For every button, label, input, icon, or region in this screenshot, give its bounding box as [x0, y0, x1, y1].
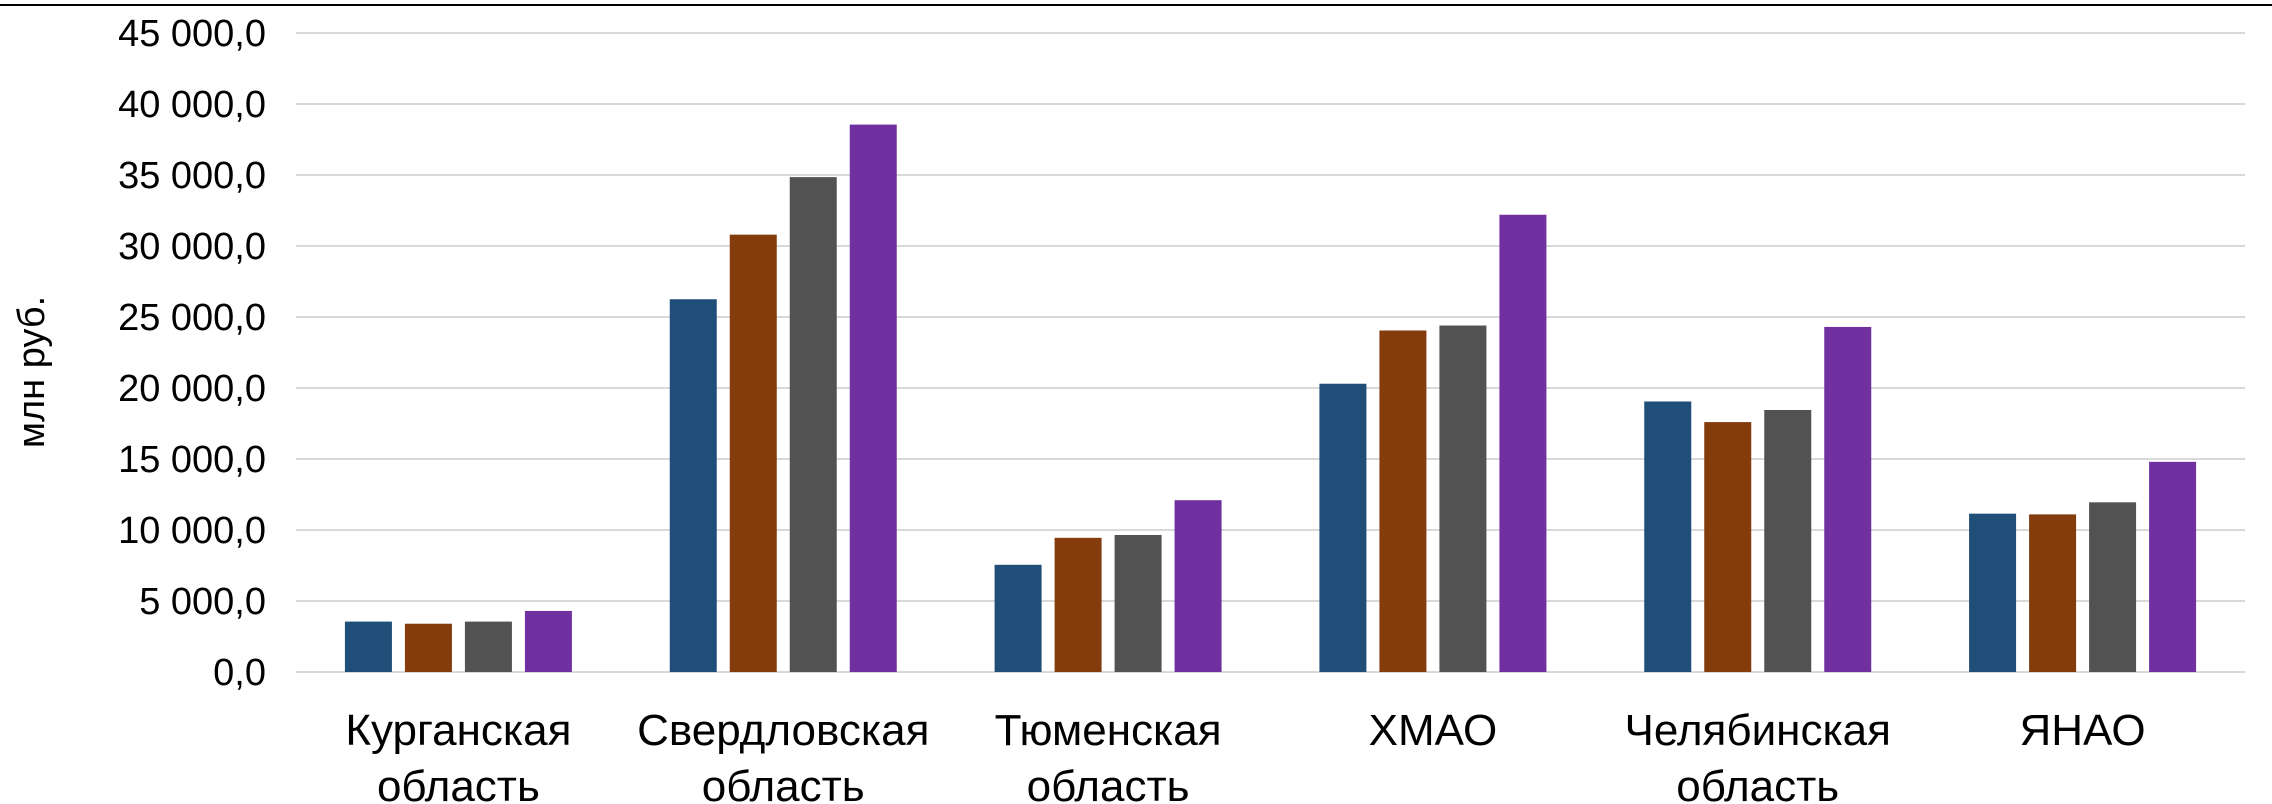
bar [524, 610, 572, 672]
y-tick-label: 20 000,0 [118, 368, 266, 410]
y-tick-label: 25 000,0 [118, 297, 266, 339]
x-category-label: область [1027, 762, 1190, 804]
y-tick-label: 35 000,0 [118, 155, 266, 197]
y-axis-ticks: 0,0 5 000,0 10 000,0 15 000,0 20 000,0 25 000… [118, 13, 266, 694]
bar [1054, 537, 1102, 672]
bar [1319, 383, 1367, 672]
bar [729, 234, 777, 672]
x-category-label: ХМАО [1369, 706, 1498, 755]
gridlines [296, 32, 2245, 673]
bar [2089, 502, 2137, 672]
bar [1379, 330, 1427, 672]
y-tick-label: 15 000,0 [118, 439, 266, 481]
y-axis-title: млн руб. [11, 296, 53, 448]
bar [1704, 422, 1752, 672]
bar [2149, 461, 2197, 672]
bar [2029, 514, 2077, 672]
x-category-label: область [377, 762, 540, 804]
bar [1499, 214, 1547, 672]
bar [1969, 513, 2017, 672]
x-category-label: Тюменская [995, 706, 1222, 755]
bars [344, 124, 2197, 673]
bar [789, 177, 837, 672]
x-axis-labels: Курганская область Свердловская область Тюме… [345, 706, 2145, 804]
x-category-label: Свердловская [637, 706, 929, 755]
x-category-label: область [702, 762, 865, 804]
bar [1644, 401, 1692, 672]
y-tick-label: 5 000,0 [139, 581, 266, 623]
bar [849, 124, 897, 673]
bar [1764, 410, 1812, 672]
x-category-label: ЯНАО [2020, 706, 2146, 755]
bar [669, 299, 717, 672]
y-tick-label: 0,0 [213, 652, 266, 694]
bar [344, 621, 392, 672]
bar [404, 623, 452, 672]
x-category-label: область [1676, 762, 1839, 804]
y-tick-label: 40 000,0 [118, 84, 266, 126]
bar [994, 564, 1042, 672]
bar [464, 621, 512, 672]
bar [1174, 500, 1222, 672]
x-category-label: Курганская [345, 706, 571, 755]
x-category-label: Челябинская [1625, 706, 1891, 755]
y-tick-label: 10 000,0 [118, 510, 266, 552]
y-tick-label: 30 000,0 [118, 226, 266, 268]
bar [1114, 534, 1162, 672]
bar [1439, 325, 1487, 672]
y-tick-label: 45 000,0 [118, 13, 266, 55]
bar [1824, 326, 1872, 672]
